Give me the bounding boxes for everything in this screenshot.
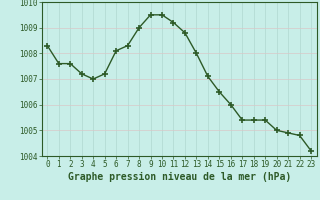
X-axis label: Graphe pression niveau de la mer (hPa): Graphe pression niveau de la mer (hPa) bbox=[68, 172, 291, 182]
